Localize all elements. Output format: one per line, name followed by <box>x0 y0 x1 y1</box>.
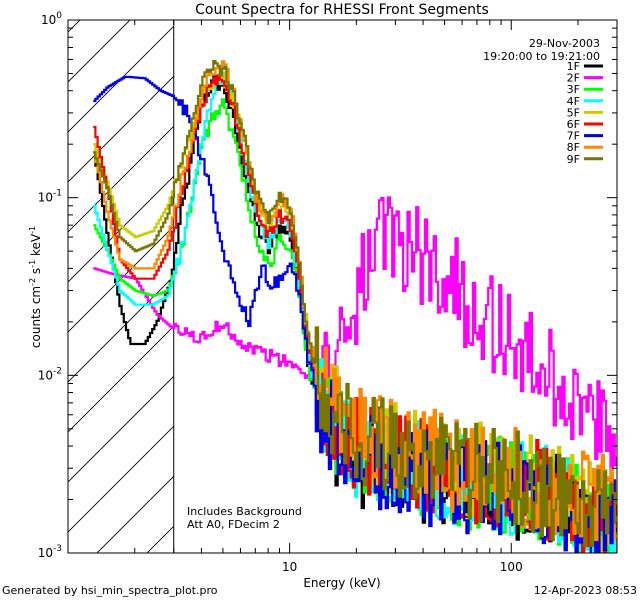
chart-title: Count Spectra for RHESSI Front Segments <box>195 2 489 18</box>
series-layer <box>93 60 617 553</box>
x-tick-label: 10 <box>282 560 297 574</box>
observation-time-range: 19:20:00 to 19:21:00 <box>483 50 600 63</box>
y-label-base: counts cm <box>29 286 43 348</box>
observation-date: 29-Nov-2003 <box>529 37 600 50</box>
y-tick-label: 10-2 <box>38 366 62 382</box>
annotation-background: Includes Background <box>187 505 302 518</box>
legend-label-5F: 5F <box>567 106 580 119</box>
x-tick-label: 100 <box>500 560 523 574</box>
legend-label-9F: 9F <box>567 153 580 166</box>
legend-label-8F: 8F <box>567 141 580 154</box>
legend-label-4F: 4F <box>567 95 580 108</box>
series-line-2F <box>93 196 617 481</box>
x-axis-label: Energy (keV) <box>303 576 380 590</box>
y-tick-label: 10-3 <box>38 544 62 560</box>
legend-label-7F: 7F <box>567 130 580 143</box>
axis-layer: 10 100 10-3 10-2 10-1 100 <box>38 11 618 574</box>
y-tick-label: 10-1 <box>38 189 62 205</box>
y-label-sup2: -1 <box>28 260 37 268</box>
y-tick-label: 100 <box>41 11 62 27</box>
y-label-sup3: -1 <box>28 226 37 234</box>
legend-label-1F: 1F <box>567 60 580 73</box>
excluded-energy-hatch <box>68 20 174 553</box>
y-label-mid2: keV <box>29 233 43 260</box>
footer-timestamp: 12-Apr-2023 08:53 <box>533 584 637 597</box>
series-line-9F <box>93 60 617 548</box>
legend-label-2F: 2F <box>567 72 580 85</box>
y-axis-label: counts cm-2 s-1 keV-1 <box>28 226 43 348</box>
annotation-attenuator: Att A0, FDecim 2 <box>187 518 280 531</box>
legend-label-6F: 6F <box>567 118 580 131</box>
y-label-mid1: s <box>29 268 43 278</box>
plot-frame <box>67 19 618 554</box>
footer-generator: Generated by hsi_min_spectra_plot.pro <box>2 584 218 597</box>
legend-label-3F: 3F <box>567 83 580 96</box>
y-label-sup1: -2 <box>28 278 37 286</box>
